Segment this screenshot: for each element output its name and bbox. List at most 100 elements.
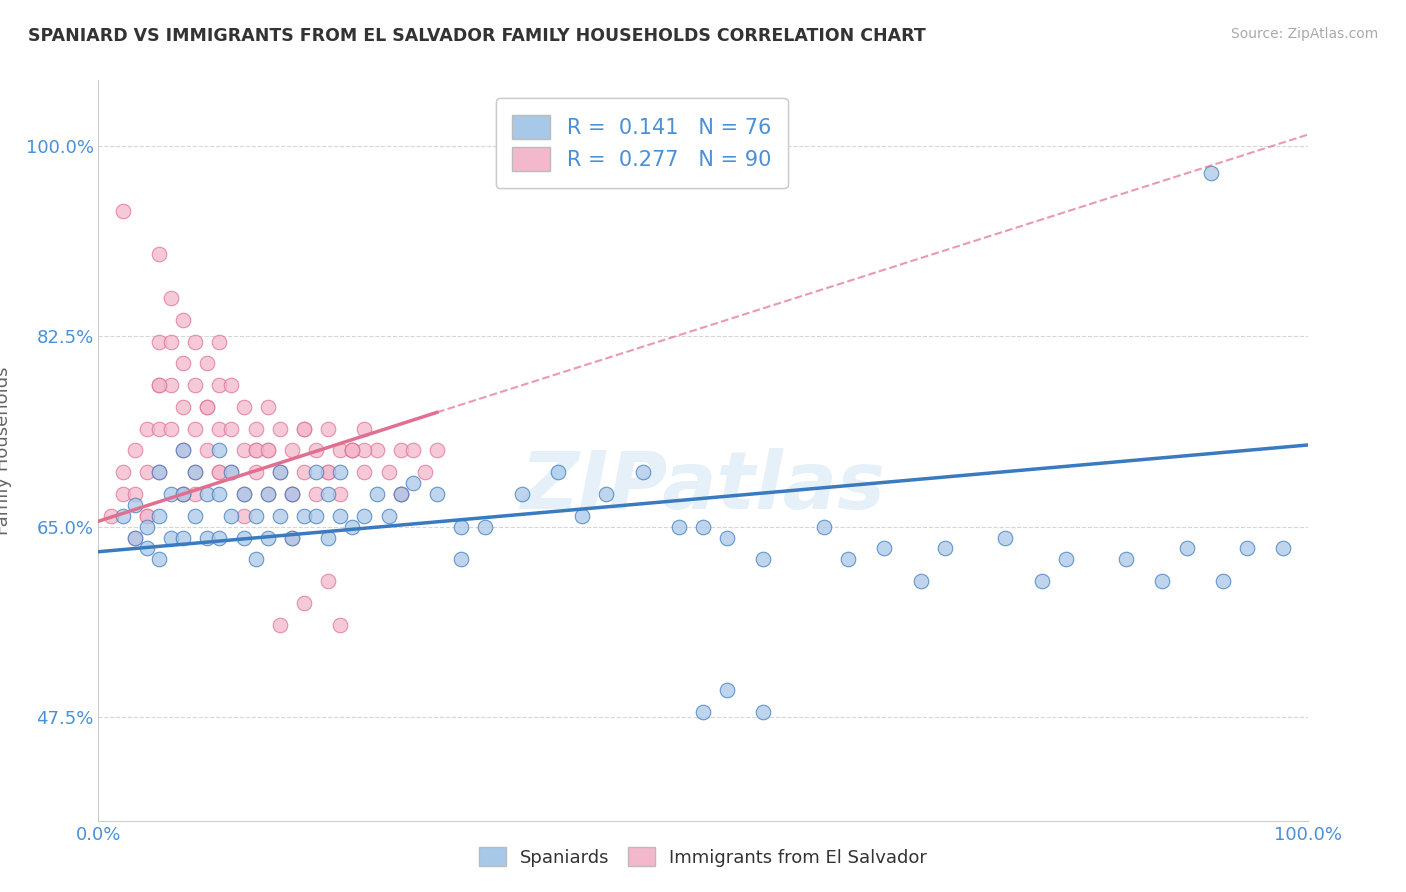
Legend: Spaniards, Immigrants from El Salvador: Spaniards, Immigrants from El Salvador — [471, 840, 935, 874]
Point — [668, 519, 690, 533]
Point — [111, 487, 134, 501]
Point — [245, 443, 267, 458]
Point — [873, 541, 896, 556]
Point — [100, 508, 122, 523]
Point — [305, 465, 328, 479]
Point — [413, 465, 436, 479]
Point — [305, 508, 328, 523]
Point — [148, 552, 170, 566]
Point — [292, 422, 315, 436]
Point — [292, 508, 315, 523]
Point — [172, 487, 194, 501]
Point — [1212, 574, 1234, 588]
Point — [148, 378, 170, 392]
Point — [716, 683, 738, 698]
Point — [377, 465, 399, 479]
Point — [813, 519, 835, 533]
Point — [256, 443, 278, 458]
Point — [281, 531, 304, 545]
Point — [316, 531, 339, 545]
Point — [269, 508, 291, 523]
Point — [221, 465, 243, 479]
Point — [195, 356, 218, 370]
Point — [389, 487, 412, 501]
Point — [232, 487, 254, 501]
Point — [172, 531, 194, 545]
Point — [245, 422, 267, 436]
Point — [208, 487, 231, 501]
Point — [316, 487, 339, 501]
Point — [160, 487, 183, 501]
Point — [160, 531, 183, 545]
Point — [124, 487, 146, 501]
Point — [160, 422, 183, 436]
Point — [595, 487, 617, 501]
Point — [389, 443, 412, 458]
Point — [148, 378, 170, 392]
Point — [292, 596, 315, 610]
Point — [245, 508, 267, 523]
Point — [124, 531, 146, 545]
Point — [329, 443, 352, 458]
Point — [135, 541, 157, 556]
Point — [245, 552, 267, 566]
Point — [135, 422, 157, 436]
Point — [232, 487, 254, 501]
Point — [547, 465, 569, 479]
Point — [232, 400, 254, 414]
Point — [184, 334, 207, 349]
Point — [692, 705, 714, 719]
Point — [389, 487, 412, 501]
Point — [160, 378, 183, 392]
Point — [124, 498, 146, 512]
Point — [426, 443, 449, 458]
Point — [208, 465, 231, 479]
Point — [160, 334, 183, 349]
Point — [837, 552, 859, 566]
Point — [329, 617, 352, 632]
Point — [1175, 541, 1198, 556]
Point — [148, 334, 170, 349]
Point — [208, 378, 231, 392]
Text: SPANIARD VS IMMIGRANTS FROM EL SALVADOR FAMILY HOUSEHOLDS CORRELATION CHART: SPANIARD VS IMMIGRANTS FROM EL SALVADOR … — [28, 27, 927, 45]
Y-axis label: Family Households: Family Households — [0, 367, 11, 534]
Point — [353, 508, 375, 523]
Text: Source: ZipAtlas.com: Source: ZipAtlas.com — [1230, 27, 1378, 41]
Point — [716, 531, 738, 545]
Point — [450, 519, 472, 533]
Text: ZIPatlas: ZIPatlas — [520, 449, 886, 526]
Point — [269, 422, 291, 436]
Point — [934, 541, 956, 556]
Point — [292, 422, 315, 436]
Point — [402, 443, 425, 458]
Point — [342, 443, 364, 458]
Point — [510, 487, 533, 501]
Point — [269, 465, 291, 479]
Point — [389, 487, 412, 501]
Point — [148, 465, 170, 479]
Point — [184, 465, 207, 479]
Point — [148, 422, 170, 436]
Point — [160, 291, 183, 305]
Point — [269, 465, 291, 479]
Point — [342, 519, 364, 533]
Point — [994, 531, 1017, 545]
Point — [1272, 541, 1295, 556]
Point — [316, 574, 339, 588]
Point — [281, 487, 304, 501]
Point — [208, 334, 231, 349]
Point — [232, 531, 254, 545]
Point — [353, 465, 375, 479]
Point — [256, 531, 278, 545]
Point — [1115, 552, 1137, 566]
Point — [111, 203, 134, 218]
Point — [1199, 166, 1222, 180]
Point — [402, 476, 425, 491]
Legend: R =  0.141   N = 76, R =  0.277   N = 90: R = 0.141 N = 76, R = 0.277 N = 90 — [496, 98, 787, 188]
Point — [208, 422, 231, 436]
Point — [245, 465, 267, 479]
Point — [208, 443, 231, 458]
Point — [148, 465, 170, 479]
Point — [221, 508, 243, 523]
Point — [135, 519, 157, 533]
